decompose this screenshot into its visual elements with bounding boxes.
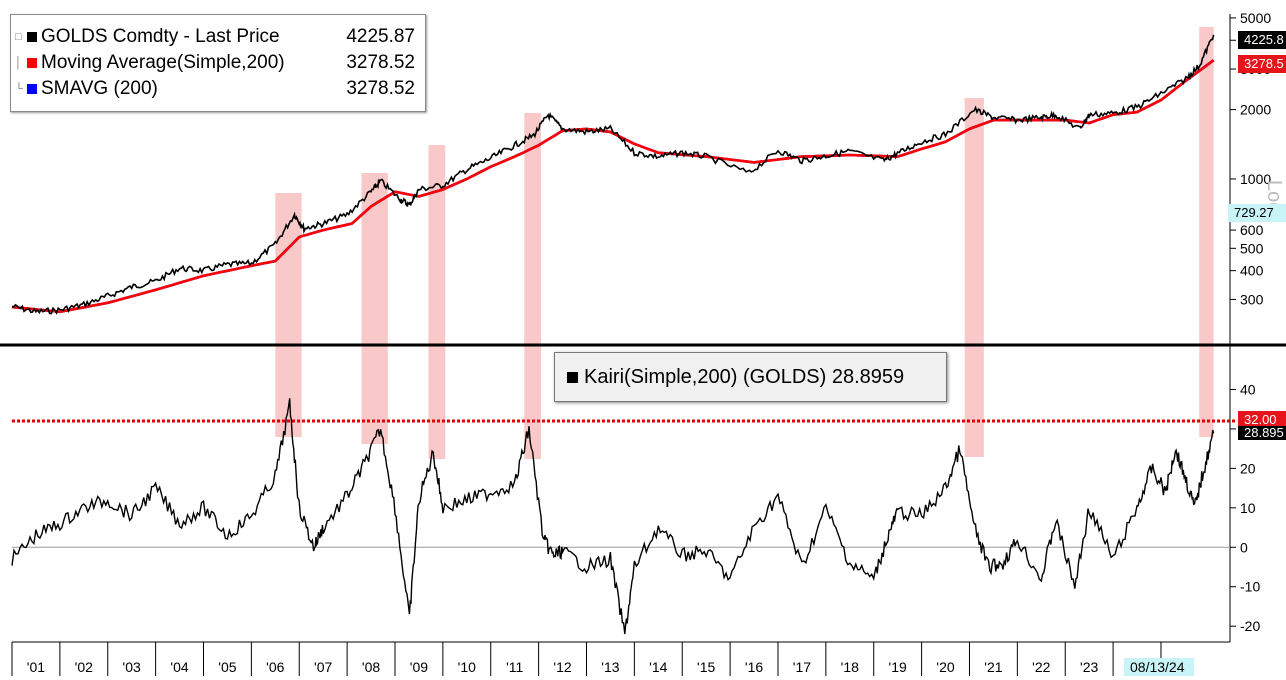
chart-frame [0,14,1286,643]
x-tick-label: '14 [649,659,667,675]
x-tick-label: '03 [123,659,141,675]
legend-item-moving-average[interactable]: │ Moving Average(Simple,200) 3278.52 [15,52,415,73]
date-cursor-tag: 08/13/24 [1124,658,1194,676]
highlight-band [361,173,388,444]
threshold-value-tag: 32.00 [1238,411,1286,429]
price-legend[interactable]: □ GOLDS Comdty - Last Price 4225.87 │ Movi… [10,14,426,112]
kairi-legend[interactable]: Kairi(Simple,200) (GOLDS) 28.8959 [554,352,947,402]
x-tick-label: '07 [314,659,332,675]
ma-line [11,59,1215,314]
highlight-band [964,98,984,457]
x-tick-label: '02 [75,659,93,675]
price-tick-label: 5000 [1240,10,1271,26]
last-price-tag: 4225.8 [1238,31,1286,49]
x-tick-label: '13 [601,659,619,675]
x-tick-label: '20 [936,659,954,675]
price-tick-label: 2000 [1240,102,1271,118]
highlight-band [524,113,542,459]
x-tick-label: '22 [1032,659,1050,675]
x-tick-label: '11 [506,659,523,675]
kairi-tick-label: 20 [1240,460,1256,476]
price-line [11,34,1215,315]
kairi-tick-label: -10 [1240,579,1260,595]
x-tick-label: '23 [1080,659,1098,675]
kairi-tick-label: 0 [1240,539,1248,555]
price-series-group [11,34,1215,315]
x-tick-label: '18 [841,659,859,675]
kairi-tick-label: 40 [1240,381,1256,397]
x-tick-label: '12 [553,659,571,675]
price-tick-label: 300 [1240,291,1264,307]
x-tick-label: '16 [745,659,763,675]
x-tick-label: '01 [27,659,45,675]
kairi-line [11,398,1215,635]
price-tick-label: 600 [1240,222,1264,238]
highlight-bands [275,27,1214,459]
x-tick-label: '04 [170,659,188,675]
x-tick-label: '21 [984,659,1002,675]
legend-item-smavg[interactable]: └ SMAVG (200) 3278.52 [15,78,415,99]
highlight-band [275,193,302,437]
x-tick-label: '08 [362,659,380,675]
x-tick-label: '17 [793,659,811,675]
x-tick-label: '15 [697,659,715,675]
x-tick-label: '10 [458,659,476,675]
x-tick-label: '09 [410,659,428,675]
kairi-series-group [11,398,1215,635]
x-axis-ticks: '01 '02 '03 '04 '05 '06 '07 '08 '09 '10 '11 '12 '13 '… [11,642,1194,676]
price-tick-label: 500 [1240,240,1264,256]
highlight-band [1199,27,1214,437]
kairi-last-tag: 28.895 [1238,426,1286,440]
x-tick-label: '06 [266,659,284,675]
ma-value-tag: 3278.5 [1238,55,1286,73]
highlight-band [428,145,446,459]
legend-item-last-price[interactable]: □ GOLDS Comdty - Last Price 4225.87 [15,26,415,47]
price-tick-label: 1000 [1240,171,1271,187]
x-tick-label: '05 [218,659,236,675]
kairi-tick-label: -20 [1240,618,1260,634]
kairi-tick-label: 10 [1240,500,1256,516]
cursor-value-tag: 729.27 [1228,204,1286,222]
x-tick-label: '19 [889,659,907,675]
price-tick-label: 400 [1240,263,1264,279]
